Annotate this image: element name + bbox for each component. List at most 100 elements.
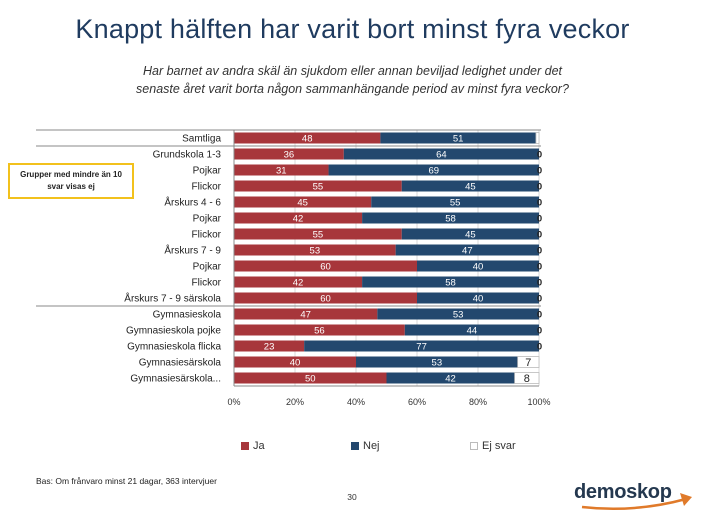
bar-ja: [234, 180, 402, 192]
data-label-nej: 58: [445, 278, 456, 289]
bar-nej: [371, 196, 539, 208]
category-label: Gymnasiesärskola...: [130, 374, 221, 385]
bar-ja: [234, 372, 387, 384]
bar-ja: [234, 164, 329, 176]
legend-ej-svar-swatch: [470, 442, 478, 450]
data-label-ja: 40: [290, 358, 301, 369]
data-label-nej: 45: [465, 230, 476, 241]
bar-nej: [401, 180, 539, 192]
demoskop-logo: demoskop: [574, 479, 698, 511]
data-label-ja: 42: [293, 278, 304, 289]
bar-ja: [234, 148, 344, 160]
bar-nej: [377, 308, 539, 320]
category-label: Pojkar: [193, 214, 222, 225]
base-note: Bas: Om frånvaro minst 21 dagar, 363 int…: [36, 476, 217, 486]
bar-ja: [234, 292, 417, 304]
bar-nej: [356, 356, 518, 368]
data-label-ej-svar: 7: [525, 357, 531, 369]
data-label-ej-svar: 0: [537, 230, 542, 241]
data-label-ej-svar: 0: [537, 326, 542, 337]
category-label: Flickor: [192, 278, 222, 289]
data-label-nej: 55: [450, 198, 461, 209]
legend-nej: Nej: [351, 440, 380, 452]
bar-ja: [234, 212, 363, 224]
data-label-ja: 42: [293, 214, 304, 225]
category-label: Flickor: [192, 182, 222, 193]
bar-ej-svar: [514, 372, 540, 384]
data-label-nej: 64: [436, 150, 447, 161]
category-label: Årskurs 4 - 6: [164, 196, 221, 209]
bar-nej: [401, 228, 539, 240]
bar-ja: [234, 228, 402, 240]
data-label-nej: 42: [445, 374, 456, 385]
subtitle-line-2: senaste året varit borta någon sammanhän…: [136, 82, 569, 96]
data-label-ej-svar: 0: [537, 150, 542, 161]
data-label-ej-svar: 0: [537, 294, 542, 305]
chart-subtitle: Har barnet av andra skäl än sjukdom elle…: [60, 62, 645, 98]
data-label-ja: 60: [320, 294, 331, 305]
data-label-nej: 51: [453, 134, 464, 145]
bar-ja: [234, 340, 305, 352]
category-label: Gymnasiesärskola: [139, 358, 222, 369]
data-label-ja: 47: [300, 310, 311, 321]
bar-nej: [362, 276, 539, 288]
data-label-ej-svar: 0: [537, 246, 542, 257]
data-label-nej: 44: [467, 326, 478, 337]
x-tick-label: 0%: [227, 397, 240, 407]
bar-ja: [234, 276, 363, 288]
logo-text: demoskop: [574, 481, 672, 503]
data-label-ej-svar: 0: [537, 214, 542, 225]
bar-nej: [380, 132, 536, 144]
legend-ej-svar-label: Ej svar: [482, 440, 516, 452]
category-label: Flickor: [192, 230, 222, 241]
data-label-nej: 53: [453, 310, 464, 321]
data-label-ja: 48: [302, 134, 313, 145]
data-label-ja: 31: [276, 166, 287, 177]
data-label-ja: 55: [313, 230, 324, 241]
data-label-ja: 23: [264, 342, 275, 353]
x-tick-label: 100%: [527, 397, 550, 407]
page-number: 30: [347, 492, 357, 502]
data-label-ej-svar: 8: [524, 373, 530, 385]
legend-ja-label: Ja: [253, 440, 265, 452]
bar-ja: [234, 324, 405, 336]
bar-nej: [328, 164, 539, 176]
category-label: Gymnasieskola flicka: [127, 342, 221, 353]
data-label-nej: 47: [462, 246, 473, 257]
bar-ja: [234, 260, 417, 272]
data-label-nej: 45: [465, 182, 476, 193]
data-label-ja: 60: [320, 262, 331, 273]
bar-nej: [404, 324, 539, 336]
data-label-ja: 56: [314, 326, 325, 337]
bar-nej: [362, 212, 539, 224]
bar-ej-svar: [535, 132, 540, 144]
data-label-nej: 53: [432, 358, 443, 369]
bar-nej: [395, 244, 539, 256]
legend-nej-label: Nej: [363, 440, 380, 452]
bar-nej: [343, 148, 539, 160]
bar-ej-svar: [517, 356, 540, 368]
data-label-nej: 40: [473, 262, 484, 273]
data-label-ej-svar: 0: [537, 166, 542, 177]
legend-ja: Ja: [241, 440, 265, 452]
bar-nej: [386, 372, 515, 384]
category-label: Årskurs 7 - 9: [164, 244, 221, 257]
data-label-nej: 77: [416, 342, 427, 353]
x-tick-label: 40%: [347, 397, 365, 407]
bar-ja: [234, 196, 372, 208]
data-label-ja: 55: [313, 182, 324, 193]
data-label-nej: 69: [428, 166, 439, 177]
category-label: Grundskola 1-3: [153, 150, 222, 161]
small-groups-note: Grupper med mindre än 10 svar visas ej: [8, 163, 134, 199]
data-label-ja: 45: [297, 198, 308, 209]
data-label-ja: 50: [305, 374, 316, 385]
category-label: Gymnasieskola pojke: [126, 326, 221, 337]
category-label: Samtliga: [182, 134, 221, 145]
category-label: Årskurs 7 - 9 särskola: [124, 292, 221, 305]
bar-ja: [234, 244, 396, 256]
bar-ja: [234, 356, 356, 368]
data-label-nej: 58: [445, 214, 456, 225]
bar-nej: [304, 340, 539, 352]
x-tick-label: 80%: [469, 397, 487, 407]
